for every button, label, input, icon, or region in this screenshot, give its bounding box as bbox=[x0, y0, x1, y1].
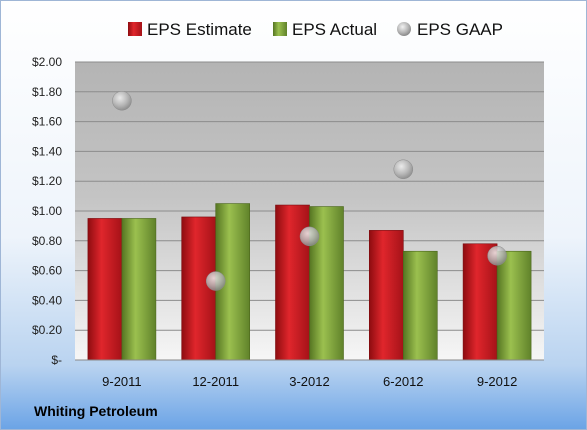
y-tick-label: $1.60 bbox=[32, 115, 62, 129]
x-tick-label: 6-2012 bbox=[383, 374, 423, 389]
bar-eps-estimate-6-2012 bbox=[368, 230, 404, 361]
bar-eps-actual-6-2012 bbox=[402, 250, 438, 361]
gaap-points bbox=[112, 90, 507, 291]
legend-label-eps-gaap: EPS GAAP bbox=[417, 20, 503, 39]
y-tick-label: $1.40 bbox=[32, 144, 62, 158]
x-tick-label: 12-2011 bbox=[192, 374, 239, 389]
y-axis-ticks: $- $0.20 $0.40 $0.60 $0.80 $1.00 $1.20 $1.40 $1.… bbox=[32, 55, 62, 367]
y-tick-label: $0.80 bbox=[32, 234, 62, 248]
legend-swatch-eps-gaap bbox=[397, 22, 411, 36]
legend-label-eps-estimate: EPS Estimate bbox=[147, 20, 252, 39]
point-eps-gaap-6-2012 bbox=[393, 159, 414, 180]
bar-eps-actual-9-2011 bbox=[121, 218, 157, 361]
point-eps-gaap-9-2012 bbox=[487, 245, 507, 266]
legend: EPS Estimate EPS Actual EPS GAAP bbox=[128, 20, 503, 39]
company-name: Whiting Petroleum bbox=[34, 403, 158, 419]
legend-swatch-eps-actual bbox=[273, 22, 287, 36]
point-eps-gaap-3-2012 bbox=[299, 226, 320, 247]
x-tick-label: 9-2012 bbox=[477, 374, 517, 389]
y-tick-label: $0.40 bbox=[32, 293, 62, 307]
y-tick-label: $1.00 bbox=[32, 204, 62, 218]
x-axis-ticks: 9-2011 12-2011 3-2012 6-2012 9-2012 bbox=[102, 374, 517, 389]
legend-label-eps-actual: EPS Actual bbox=[292, 20, 377, 39]
y-tick-label: $0.20 bbox=[32, 323, 62, 337]
y-tick-label: $0.60 bbox=[32, 264, 62, 278]
point-eps-gaap-9-2011 bbox=[112, 90, 132, 111]
x-tick-label: 3-2012 bbox=[289, 374, 329, 389]
y-tick-label: $1.80 bbox=[32, 85, 62, 99]
y-tick-label: $1.20 bbox=[32, 174, 62, 188]
point-eps-gaap-12-2011 bbox=[205, 271, 226, 291]
y-tick-label: $2.00 bbox=[32, 55, 62, 69]
bar-eps-estimate-9-2011 bbox=[87, 218, 123, 361]
bar-eps-actual-9-2012 bbox=[496, 250, 532, 361]
legend-swatch-eps-estimate bbox=[128, 22, 142, 36]
x-tick-label: 9-2011 bbox=[102, 374, 142, 389]
y-tick-label: $- bbox=[51, 353, 62, 367]
